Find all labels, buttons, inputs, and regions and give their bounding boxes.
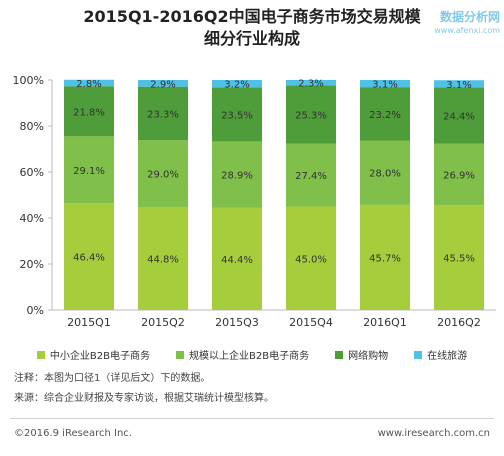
chart-title: 2015Q1-2016Q2中国电子商务市场交易规模 细分行业构成 <box>0 6 504 50</box>
bar-segment <box>64 136 114 204</box>
bar-segment <box>212 87 262 142</box>
y-tick-label: 100% <box>13 74 44 87</box>
legend-label: 规模以上企业B2B电子商务 <box>189 351 310 362</box>
y-tick-label: 40% <box>20 212 44 225</box>
data-label: 3.2% <box>224 80 249 91</box>
bar-segment <box>138 80 188 87</box>
data-label: 46.4% <box>73 253 105 264</box>
bar-segment <box>64 86 114 137</box>
legend-item: 在线旅游 <box>414 347 467 362</box>
legend-swatch <box>335 350 344 359</box>
bar-segment <box>138 86 188 141</box>
x-tick-label: 2015Q2 <box>141 316 185 329</box>
x-tick-label: 2015Q1 <box>67 316 111 329</box>
footer-website: www.iresearch.com.cn <box>377 428 490 439</box>
y-tick-label: 60% <box>20 166 44 179</box>
data-label: 23.3% <box>147 109 179 120</box>
chart-legend: 中小企业B2B电子商务 规模以上企业B2B电子商务 网络购物 在线旅游 <box>0 347 504 362</box>
x-tick-label: 2016Q2 <box>437 316 481 329</box>
x-tick-label: 2015Q4 <box>289 316 333 329</box>
data-label: 21.8% <box>73 107 105 118</box>
bar-segment <box>360 87 410 141</box>
data-label: 2.9% <box>150 79 175 90</box>
data-label: 29.1% <box>73 166 105 177</box>
legend-swatch <box>414 350 423 359</box>
title-line-1: 2015Q1-2016Q2中国电子商务市场交易规模 <box>83 7 421 26</box>
y-tick-label: 0% <box>27 304 44 317</box>
data-label: 27.4% <box>295 171 327 182</box>
bar-segment <box>286 143 336 207</box>
data-label: 2.3% <box>298 79 323 90</box>
bar-segment <box>434 80 484 88</box>
data-label: 28.0% <box>369 169 401 180</box>
data-label: 26.9% <box>443 170 475 181</box>
bar-segment <box>434 205 484 310</box>
bar-segment <box>360 204 410 310</box>
legend-label: 网络购物 <box>348 351 389 362</box>
x-tick-label: 2015Q3 <box>215 316 259 329</box>
legend-item: 中小企业B2B电子商务 <box>36 347 150 362</box>
legend-swatch <box>36 350 45 359</box>
data-label: 25.3% <box>295 110 327 121</box>
title-line-2: 细分行业构成 <box>203 29 300 48</box>
footer-divider <box>10 418 494 419</box>
data-label: 24.4% <box>443 111 475 122</box>
data-label: 23.2% <box>369 110 401 121</box>
data-label: 28.9% <box>221 171 253 182</box>
data-label: 45.7% <box>369 253 401 264</box>
data-label: 29.0% <box>147 170 179 181</box>
legend-label: 在线旅游 <box>427 351 468 362</box>
chart-note: 注释：本图为口径1（详见后文）下的数据。 <box>14 373 211 384</box>
bar-segment <box>286 85 336 144</box>
bar-segment <box>138 140 188 207</box>
bar-segment <box>360 140 410 205</box>
bar-segment <box>138 206 188 310</box>
data-label: 23.5% <box>221 110 253 121</box>
bar-segment <box>434 143 484 206</box>
bar-segment <box>286 206 336 310</box>
y-tick-label: 20% <box>20 258 44 271</box>
legend-swatch <box>176 350 184 359</box>
data-label: 45.5% <box>443 254 475 265</box>
footer-copyright: ©2016.9 iResearch Inc. <box>14 428 132 439</box>
bar-segment <box>212 207 262 310</box>
data-label: 44.8% <box>147 254 179 265</box>
data-label: 3.1% <box>446 80 471 91</box>
x-tick-label: 2016Q1 <box>363 316 407 329</box>
bar-segment <box>64 203 114 310</box>
legend-label: 中小企业B2B电子商务 <box>49 351 150 362</box>
stacked-bar-chart: 0% 20% 40% 60% 80% 100% 46.4% 29.1% 21.8% 2.8% 201… <box>13 74 496 329</box>
legend-item: 规模以上企业B2B电子商务 <box>176 347 309 362</box>
bar-segment <box>434 87 484 144</box>
data-label: 44.4% <box>221 255 253 266</box>
bar-segment <box>212 80 262 88</box>
watermark-text: 数据分析网 <box>439 10 500 24</box>
y-tick-label: 80% <box>20 120 44 133</box>
data-label: 45.0% <box>295 254 327 265</box>
bar-segment <box>360 80 410 88</box>
watermark-url: www.afenxi.com <box>434 26 500 35</box>
legend-item: 网络购物 <box>335 347 388 362</box>
watermark-logo: 数据分析网 www.afenxi.com <box>434 10 500 38</box>
chart-source: 来源：综合企业财报及专家访谈，根据艾瑞统计模型核算。 <box>14 393 274 404</box>
data-label: 2.8% <box>76 79 101 90</box>
bar-segment <box>64 79 114 87</box>
data-label: 3.1% <box>372 80 397 91</box>
bar-segment <box>212 141 262 208</box>
bar-segment <box>286 80 336 86</box>
